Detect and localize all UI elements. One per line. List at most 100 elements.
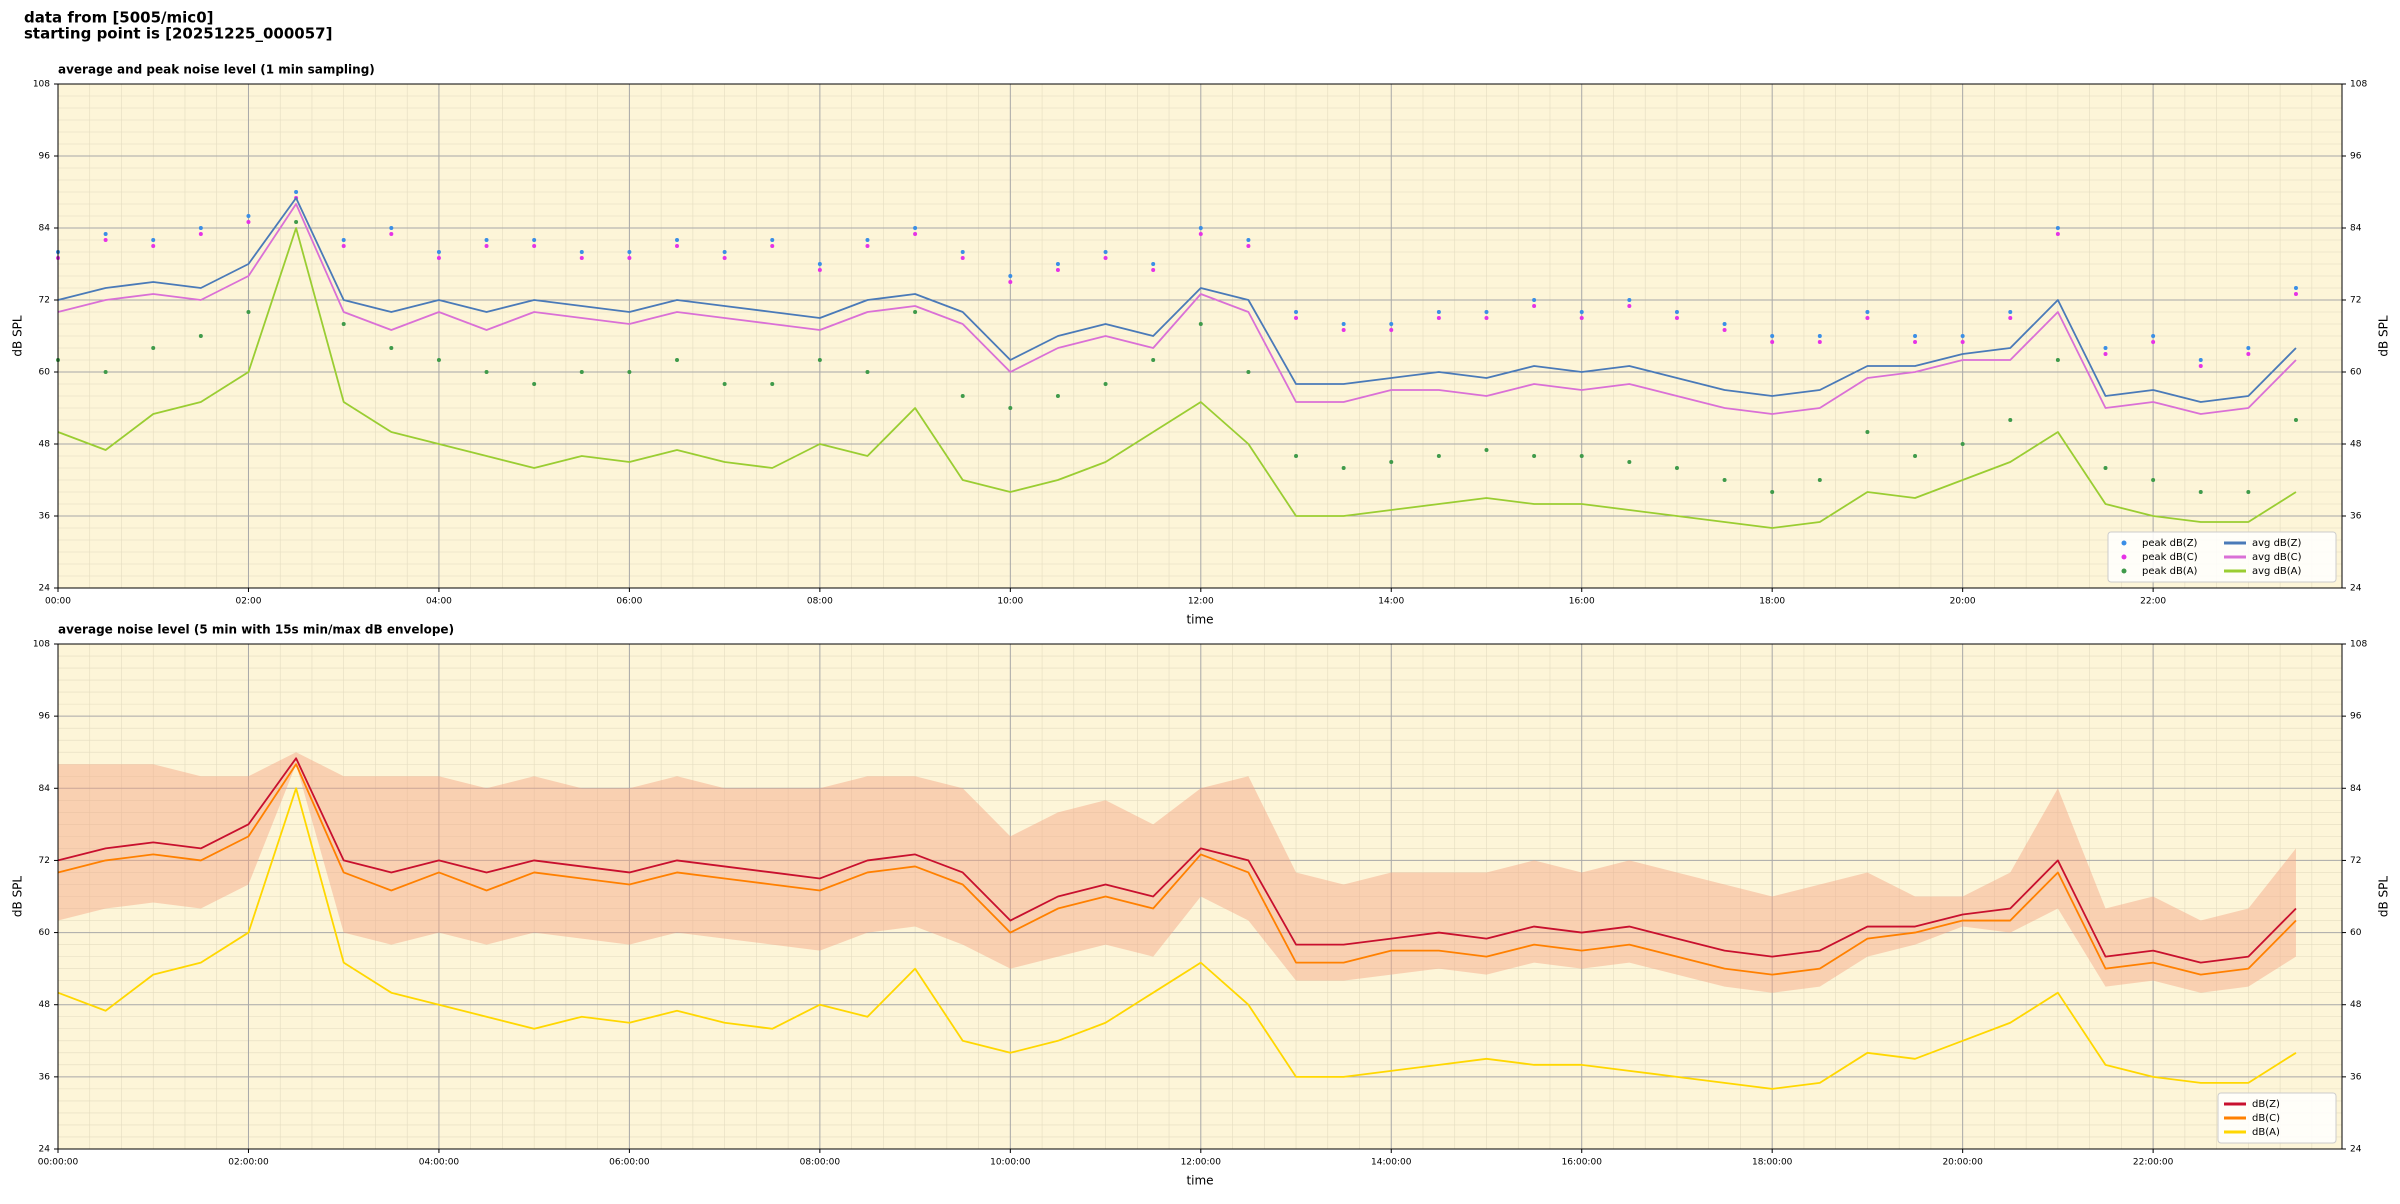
peak-point <box>1436 316 1441 320</box>
peak-point <box>913 232 918 236</box>
peak-point <box>2151 334 2156 338</box>
peak-point <box>1532 454 1537 458</box>
peak-point <box>1579 310 1584 314</box>
peak-point <box>103 370 108 374</box>
legend-label: peak dB(C) <box>2142 552 2198 563</box>
peak-point <box>1294 454 1299 458</box>
peak-point <box>1770 340 1775 344</box>
peak-point <box>960 256 965 260</box>
peak-point <box>436 250 441 254</box>
peak-point <box>2151 340 2156 344</box>
peak-point <box>1008 406 1013 410</box>
series-line <box>57 227 2297 529</box>
legend-label: avg dB(A) <box>2252 566 2302 577</box>
peak-point <box>1532 298 1537 302</box>
y-tick-label: 36 <box>39 1072 51 1082</box>
x-tick-label: 16:00:00 <box>1562 1158 1603 1168</box>
x-tick-label: 02:00 <box>235 597 261 607</box>
header-line: data from [5005/mic0] <box>24 9 214 27</box>
peak-point <box>1341 466 1346 470</box>
y-tick-label: 24 <box>2350 584 2362 594</box>
x-axis-label: time <box>1186 613 1213 627</box>
peak-point <box>1960 442 1965 446</box>
x-tick-label: 00:00 <box>45 597 71 607</box>
peak-point <box>1294 310 1299 314</box>
peak-point <box>817 358 822 362</box>
peak-point <box>2103 352 2108 356</box>
peak-point <box>246 214 251 218</box>
peak-point <box>198 334 203 338</box>
x-tick-label: 12:00 <box>1188 597 1214 607</box>
peak-point <box>1055 394 1060 398</box>
y-axis-label: dB SPL <box>2377 876 2391 918</box>
peak-point <box>1246 370 1251 374</box>
peak-point <box>103 238 108 242</box>
y-tick-label: 24 <box>2350 1145 2362 1155</box>
peak-point <box>2198 490 2203 494</box>
peak-point <box>1865 316 1870 320</box>
peak-point <box>1198 232 1203 236</box>
peak-point <box>151 346 156 350</box>
peak-point <box>865 244 870 248</box>
peak-point <box>1151 268 1156 272</box>
peak-point <box>913 226 918 230</box>
peak-point <box>2198 358 2203 362</box>
peak-point <box>389 226 394 230</box>
peak-point <box>2151 478 2156 482</box>
peak-point <box>1436 454 1441 458</box>
y-tick-label: 24 <box>39 584 51 594</box>
legend-marker <box>2121 554 2127 560</box>
peak-point <box>1055 268 1060 272</box>
peak-point <box>103 232 108 236</box>
peak-point <box>1674 316 1679 320</box>
peak-point <box>865 238 870 242</box>
x-tick-label: 06:00:00 <box>609 1158 650 1168</box>
peak-point <box>1294 316 1299 320</box>
peak-point <box>532 244 537 248</box>
peak-point <box>1579 316 1584 320</box>
peak-point <box>2055 232 2060 236</box>
y-tick-label: 48 <box>2350 440 2362 450</box>
peak-point <box>1865 310 1870 314</box>
y-tick-label: 72 <box>2350 296 2361 306</box>
peak-point <box>1770 490 1775 494</box>
peak-point <box>2055 358 2060 362</box>
peak-point <box>1579 454 1584 458</box>
peak-point <box>2198 364 2203 368</box>
peak-point <box>1198 226 1203 230</box>
peak-point <box>2008 316 2013 320</box>
peak-point <box>1865 430 1870 434</box>
peak-point <box>1532 304 1537 308</box>
y-tick-label: 60 <box>39 928 51 938</box>
peak-point <box>389 346 394 350</box>
peak-point <box>1722 322 1727 326</box>
peak-point <box>484 238 489 242</box>
peak-point <box>865 370 870 374</box>
peak-point <box>722 250 727 254</box>
peak-point <box>1055 262 1060 266</box>
y-tick-label: 96 <box>2350 712 2362 722</box>
peak-point <box>1389 460 1394 464</box>
legend-box <box>2107 531 2337 583</box>
y-tick-label: 96 <box>2350 152 2362 162</box>
x-tick-label: 06:00 <box>616 597 642 607</box>
peak-point <box>1913 340 1918 344</box>
chart-title: average and peak noise level (1 min samp… <box>58 63 375 77</box>
peak-point <box>770 244 775 248</box>
peak-point <box>1960 340 1965 344</box>
legend-box <box>2217 1092 2337 1144</box>
y-tick-label: 84 <box>39 784 51 794</box>
x-tick-label: 02:00:00 <box>228 1158 269 1168</box>
peak-point <box>2103 466 2108 470</box>
peak-point <box>341 238 346 242</box>
peak-point <box>1341 328 1346 332</box>
peak-point <box>913 310 918 314</box>
peak-point <box>1674 466 1679 470</box>
x-tick-label: 12:00:00 <box>1181 1158 1222 1168</box>
peak-point <box>960 394 965 398</box>
peak-point <box>436 256 441 260</box>
y-tick-label: 72 <box>39 856 50 866</box>
y-tick-label: 84 <box>2350 784 2362 794</box>
peak-point <box>1389 328 1394 332</box>
peak-point <box>246 220 251 224</box>
